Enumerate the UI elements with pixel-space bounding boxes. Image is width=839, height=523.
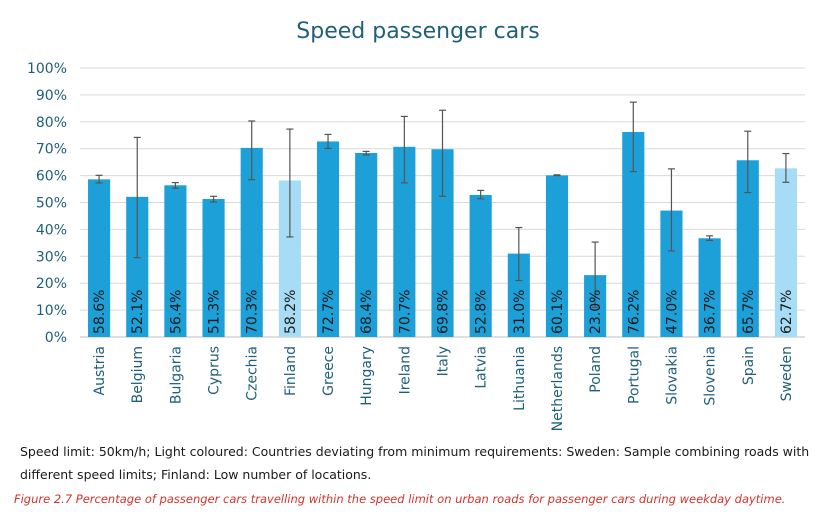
bar-chart: Speed passenger cars 0% 10% 20% 30% 40% 50% 60… bbox=[27, 19, 805, 431]
chart-title: Speed passenger cars bbox=[296, 19, 539, 44]
data-label: 52.1% bbox=[130, 290, 146, 334]
x-tick-label: Belgium bbox=[130, 346, 146, 403]
x-tick-label: Spain bbox=[741, 346, 757, 385]
error-bar bbox=[324, 133, 332, 150]
bar bbox=[469, 194, 492, 337]
bar bbox=[507, 253, 530, 337]
bar bbox=[164, 185, 187, 337]
error-bar bbox=[477, 189, 485, 200]
x-tick-label: Greece bbox=[321, 346, 337, 396]
bar bbox=[622, 132, 645, 337]
data-label: 31.0% bbox=[512, 290, 528, 334]
data-label: 65.7% bbox=[741, 290, 757, 334]
data-label: 70.3% bbox=[245, 290, 261, 334]
x-tick-label: Italy bbox=[436, 346, 452, 376]
data-label: 76.2% bbox=[626, 290, 642, 334]
y-tick-label: 10% bbox=[36, 303, 67, 319]
error-bar bbox=[515, 226, 523, 282]
x-tick-label: Sweden bbox=[779, 346, 795, 401]
data-label: 47.0% bbox=[664, 290, 680, 334]
x-tick-label: Czechia bbox=[245, 346, 261, 401]
bar bbox=[316, 141, 340, 337]
data-label: 23.0% bbox=[588, 290, 604, 334]
error-bar bbox=[744, 130, 752, 194]
x-tick-label: Cyprus bbox=[207, 346, 223, 395]
x-tick-label: Portugal bbox=[626, 346, 642, 404]
x-tick-label: Hungary bbox=[359, 346, 375, 406]
error-bar bbox=[591, 241, 599, 309]
data-label: 58.6% bbox=[92, 290, 108, 334]
data-label: 51.3% bbox=[207, 290, 223, 334]
error-bar bbox=[629, 101, 637, 173]
y-tick-label: 30% bbox=[36, 249, 67, 265]
data-label: 62.7% bbox=[779, 290, 795, 334]
figure-caption: Figure 2.7 Percentage of passenger cars … bbox=[14, 492, 786, 506]
bar bbox=[545, 175, 569, 337]
y-tick-label: 20% bbox=[36, 276, 67, 292]
x-tick-label: Finland bbox=[283, 346, 299, 396]
bar bbox=[431, 149, 454, 337]
error-bar bbox=[210, 195, 218, 203]
error-bar bbox=[782, 152, 790, 183]
x-tick-label: Ireland bbox=[397, 346, 413, 394]
y-tick-label: 100% bbox=[27, 61, 67, 77]
error-bar bbox=[171, 181, 179, 189]
x-tick-label: Netherlands bbox=[550, 346, 566, 431]
error-bar bbox=[95, 174, 103, 184]
data-label: 60.1% bbox=[550, 290, 566, 334]
data-label: 68.4% bbox=[359, 290, 375, 334]
bar bbox=[240, 147, 263, 337]
y-tick-label: 90% bbox=[36, 88, 67, 104]
data-label: 69.8% bbox=[436, 290, 452, 334]
x-tick-label: Bulgaria bbox=[168, 346, 184, 404]
error-bar bbox=[400, 115, 408, 184]
x-tick-label: Austria bbox=[92, 346, 108, 395]
x-tick-label: Slovenia bbox=[703, 346, 719, 406]
chart-footnote: Speed limit: 50km/h; Light coloured: Cou… bbox=[20, 444, 810, 482]
y-tick-label: 60% bbox=[36, 169, 67, 185]
bar bbox=[698, 238, 721, 337]
y-tick-label: 50% bbox=[36, 196, 67, 212]
error-bar bbox=[439, 109, 446, 197]
data-label: 58.2% bbox=[283, 290, 299, 334]
bar bbox=[126, 196, 149, 337]
bar bbox=[736, 160, 759, 337]
error-bar bbox=[362, 150, 370, 156]
data-label: 52.8% bbox=[474, 290, 490, 334]
bar bbox=[88, 179, 111, 337]
bar bbox=[393, 146, 416, 337]
data-label: 56.4% bbox=[168, 290, 184, 334]
y-tick-label: 70% bbox=[36, 142, 67, 158]
x-tick-label: Latvia bbox=[474, 346, 490, 389]
data-label: 70.7% bbox=[397, 290, 413, 334]
error-bar bbox=[706, 235, 714, 242]
bar bbox=[355, 153, 378, 337]
x-tick-label: Slovakia bbox=[664, 346, 680, 405]
error-bar bbox=[667, 168, 675, 252]
error-bar bbox=[286, 128, 294, 238]
x-tick-label: Lithuania bbox=[512, 346, 528, 411]
y-tick-label: 80% bbox=[36, 115, 67, 131]
error-bar bbox=[133, 136, 141, 259]
data-label: 72.7% bbox=[321, 290, 337, 334]
error-bar bbox=[553, 174, 561, 177]
y-tick-label: 0% bbox=[45, 330, 67, 346]
error-bar bbox=[248, 120, 256, 181]
data-label: 36.7% bbox=[703, 290, 719, 334]
x-tick-label: Poland bbox=[588, 346, 604, 393]
bar bbox=[774, 168, 797, 337]
y-tick-label: 40% bbox=[36, 222, 67, 238]
bar bbox=[278, 180, 301, 337]
bar bbox=[660, 210, 683, 337]
bar bbox=[202, 199, 225, 337]
